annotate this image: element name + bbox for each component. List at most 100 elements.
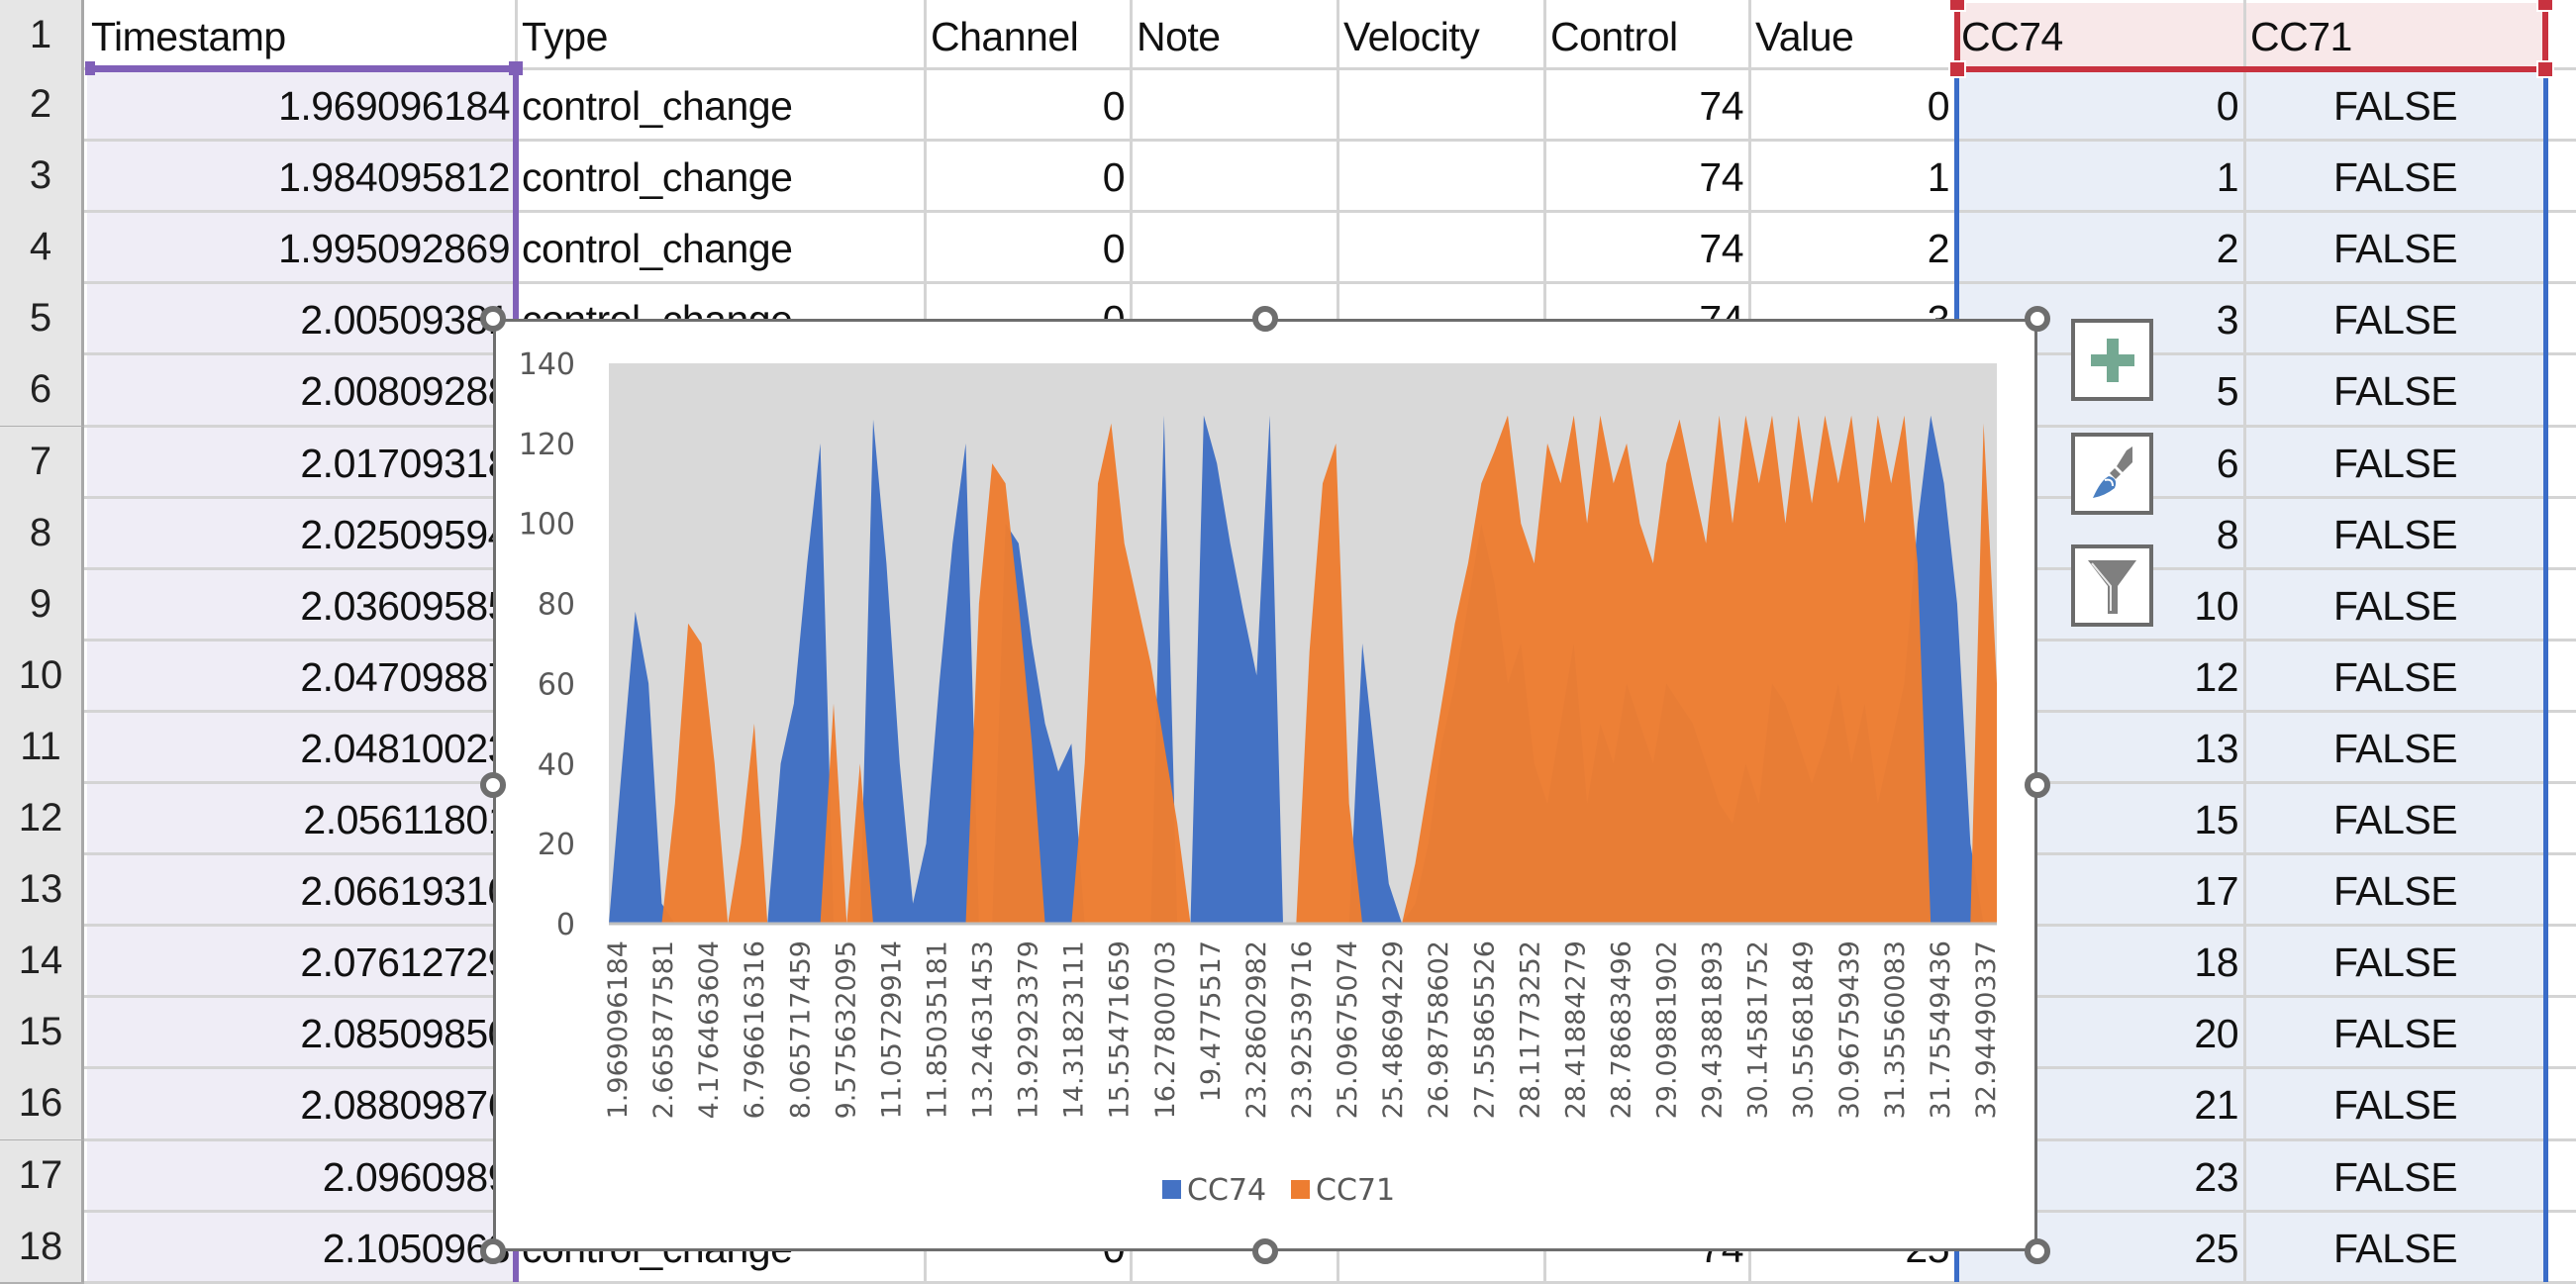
chart-styles-button[interactable] (2071, 433, 2153, 515)
cell-cc74[interactable]: 12 (2194, 653, 2238, 700)
cell-control[interactable]: 74 (1699, 154, 1743, 201)
row-header[interactable]: 6 (0, 354, 84, 427)
cell-type[interactable]: control_change (522, 226, 793, 272)
cell-cc71[interactable]: FALSE (2332, 725, 2458, 771)
cell-timestamp[interactable]: 2.00509381 (300, 297, 510, 344)
cell-timestamp[interactable]: 2.04810023 (300, 725, 510, 771)
row-header[interactable]: 18 (0, 1211, 84, 1282)
column-header-type[interactable]: Type (522, 14, 608, 59)
cell-control[interactable]: 74 (1699, 83, 1743, 129)
cell-timestamp[interactable]: 2.00809288 (300, 368, 510, 415)
chart-resize-handle-bottom-right[interactable] (2025, 1238, 2050, 1264)
range-handle[interactable] (1948, 60, 1966, 78)
row-header[interactable]: 8 (0, 497, 84, 569)
chart-resize-handle-bottom-left[interactable] (480, 1238, 506, 1264)
cell-cc74[interactable]: 0 (2216, 83, 2239, 129)
cell-cc74[interactable]: 25 (2194, 1225, 2238, 1271)
cell-cc71[interactable]: FALSE (2332, 1011, 2458, 1057)
cell-cc71[interactable]: FALSE (2332, 1225, 2458, 1271)
range-handle[interactable] (2536, 60, 2554, 78)
cell-cc74[interactable]: 15 (2194, 797, 2238, 842)
column-header-value[interactable]: Value (1755, 14, 1854, 59)
column-header-note[interactable]: Note (1137, 14, 1221, 59)
cell-cc71[interactable]: FALSE (2332, 440, 2458, 486)
cell-cc71[interactable]: FALSE (2332, 868, 2458, 915)
chart-resize-handle-left[interactable] (480, 772, 506, 798)
range-handle[interactable] (1948, 0, 1966, 12)
cell-cc71[interactable]: FALSE (2332, 226, 2458, 272)
row-header[interactable]: 12 (0, 783, 84, 855)
row-header[interactable]: 10 (0, 640, 84, 712)
row-header[interactable]: 2 (0, 69, 84, 142)
column-header-channel[interactable]: Channel (931, 14, 1079, 59)
area-series-cc71[interactable] (609, 415, 1997, 925)
row-header[interactable]: 7 (0, 426, 84, 498)
cell-timestamp[interactable]: 2.0960989 (322, 1153, 511, 1200)
cell-cc74[interactable]: 10 (2194, 582, 2238, 629)
cell-cc71[interactable]: FALSE (2332, 1082, 2458, 1129)
cell-cc71[interactable]: FALSE (2332, 368, 2458, 415)
cell-channel[interactable]: 0 (1102, 226, 1126, 272)
cell-timestamp[interactable]: 2.01709318 (300, 440, 510, 486)
cell-timestamp[interactable]: 1.969096184 (278, 83, 510, 129)
cell-cc74[interactable]: 17 (2194, 868, 2238, 915)
cell-timestamp[interactable]: 2.02509594 (300, 511, 510, 557)
cell-cc74[interactable]: 1 (2216, 154, 2239, 201)
row-header[interactable]: 17 (0, 1139, 84, 1212)
cell-cc71[interactable]: FALSE (2332, 83, 2458, 129)
row-header[interactable]: 15 (0, 997, 84, 1069)
cell-timestamp[interactable]: 2.04709887 (300, 653, 510, 700)
range-handle[interactable] (2536, 0, 2554, 12)
cell-cc74[interactable]: 8 (2216, 511, 2239, 557)
cell-type[interactable]: control_change (522, 83, 793, 129)
area-chart[interactable]: 0 20 40 60 80 100 120 140 1.969096184 2.66587758… (493, 319, 2037, 1251)
chart-filters-button[interactable] (2071, 544, 2153, 627)
cell-channel[interactable]: 0 (1102, 154, 1126, 201)
cell-timestamp[interactable]: 1.984095812 (278, 154, 510, 201)
cell-cc74[interactable]: 13 (2194, 725, 2238, 771)
row-header[interactable]: 16 (0, 1068, 84, 1140)
cell-value[interactable]: 0 (1927, 83, 1950, 129)
column-header-control[interactable]: Control (1550, 14, 1678, 59)
cell-cc74[interactable]: 23 (2194, 1153, 2238, 1200)
cell-control[interactable]: 74 (1699, 226, 1743, 272)
cell-cc74[interactable]: 18 (2194, 939, 2238, 986)
cell-cc74[interactable]: 5 (2216, 368, 2239, 415)
cell-cc71[interactable]: FALSE (2332, 939, 2458, 986)
chart-resize-handle-top-right[interactable] (2025, 306, 2050, 332)
chart-legend[interactable]: CC74 CC71 (1162, 1173, 1395, 1208)
column-header-cc71[interactable]: CC71 (2250, 14, 2352, 59)
row-header[interactable]: 14 (0, 926, 84, 998)
chart-resize-handle-top-left[interactable] (480, 306, 506, 332)
chart-resize-handle-bottom[interactable] (1252, 1238, 1278, 1264)
cell-type[interactable]: control_change (522, 154, 793, 201)
row-header[interactable]: 13 (0, 854, 84, 927)
cell-timestamp[interactable]: 2.06619310 (300, 868, 510, 915)
selection-handle[interactable] (85, 61, 95, 75)
row-header[interactable]: 11 (0, 711, 84, 783)
chart-elements-button[interactable] (2071, 319, 2153, 401)
cell-value[interactable]: 2 (1927, 226, 1950, 272)
cell-cc71[interactable]: FALSE (2332, 511, 2458, 557)
cell-timestamp[interactable]: 2.07612729 (300, 939, 510, 986)
column-header-timestamp[interactable]: Timestamp (91, 14, 286, 59)
cell-cc74[interactable]: 2 (2216, 226, 2239, 272)
cell-cc71[interactable]: FALSE (2332, 297, 2458, 344)
row-header[interactable]: 9 (0, 568, 84, 641)
chart-resize-handle-top[interactable] (1252, 306, 1278, 332)
cell-channel[interactable]: 0 (1102, 83, 1126, 129)
row-header[interactable]: 4 (0, 212, 84, 284)
cell-cc71[interactable]: FALSE (2332, 653, 2458, 700)
cell-cc71[interactable]: FALSE (2332, 582, 2458, 629)
selection-handle[interactable] (509, 61, 523, 75)
cell-timestamp[interactable]: 2.1050963 (322, 1225, 511, 1271)
cell-cc71[interactable]: FALSE (2332, 154, 2458, 201)
cell-timestamp[interactable]: 1.995092869 (278, 226, 510, 272)
cell-timestamp[interactable]: 2.03609585 (300, 582, 510, 629)
row-header[interactable]: 1 (0, 0, 84, 69)
cell-timestamp[interactable]: 2.05611801 (303, 797, 510, 842)
cell-cc74[interactable]: 3 (2216, 297, 2239, 344)
chart-resize-handle-right[interactable] (2025, 772, 2050, 798)
column-header-velocity[interactable]: Velocity (1343, 14, 1480, 59)
cell-cc74[interactable]: 21 (2194, 1082, 2238, 1129)
